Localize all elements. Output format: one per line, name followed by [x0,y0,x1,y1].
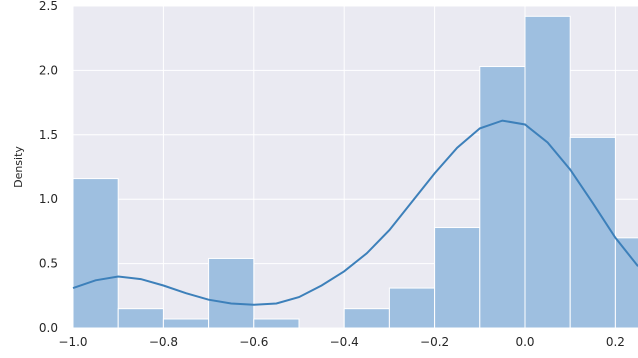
y-axis-title: Density [12,146,25,188]
histogram-bar [434,227,481,329]
y-tick-label: 2.5 [39,0,58,13]
x-tick-label: −0.8 [149,335,178,349]
histogram-bar [524,15,571,329]
y-axis-ticks: 0.0 0.5 1.0 1.5 2.0 2.5 [39,0,58,335]
kde-line [72,119,638,306]
histogram-bar [117,308,164,329]
x-tick-label: −1.0 [58,335,87,349]
x-tick-label: −0.4 [330,335,359,349]
histogram-bar [343,308,390,329]
y-tick-label: 0.0 [39,321,58,335]
y-tick-label: 1.0 [39,192,58,206]
histogram-bar [569,136,616,329]
histogram-bar [479,66,526,329]
y-tick-label: 0.5 [39,257,58,271]
y-tick-label: 2.0 [39,63,58,77]
histogram-bar [162,318,210,329]
histogram-bar [253,318,300,329]
histogram-bar [388,287,436,329]
histogram-bar [208,257,255,329]
x-tick-label: 0.2 [606,335,625,349]
histogram-bars [72,15,638,329]
x-tick-label: −0.2 [420,335,449,349]
y-tick-label: 1.5 [39,128,58,142]
histogram-bar [72,178,119,329]
x-tick-label: −0.6 [239,335,268,349]
x-tick-label: 0.0 [515,335,534,349]
x-axis-ticks: −1.0 −0.8 −0.6 −0.4 −0.2 0.0 0.2 [58,335,625,349]
